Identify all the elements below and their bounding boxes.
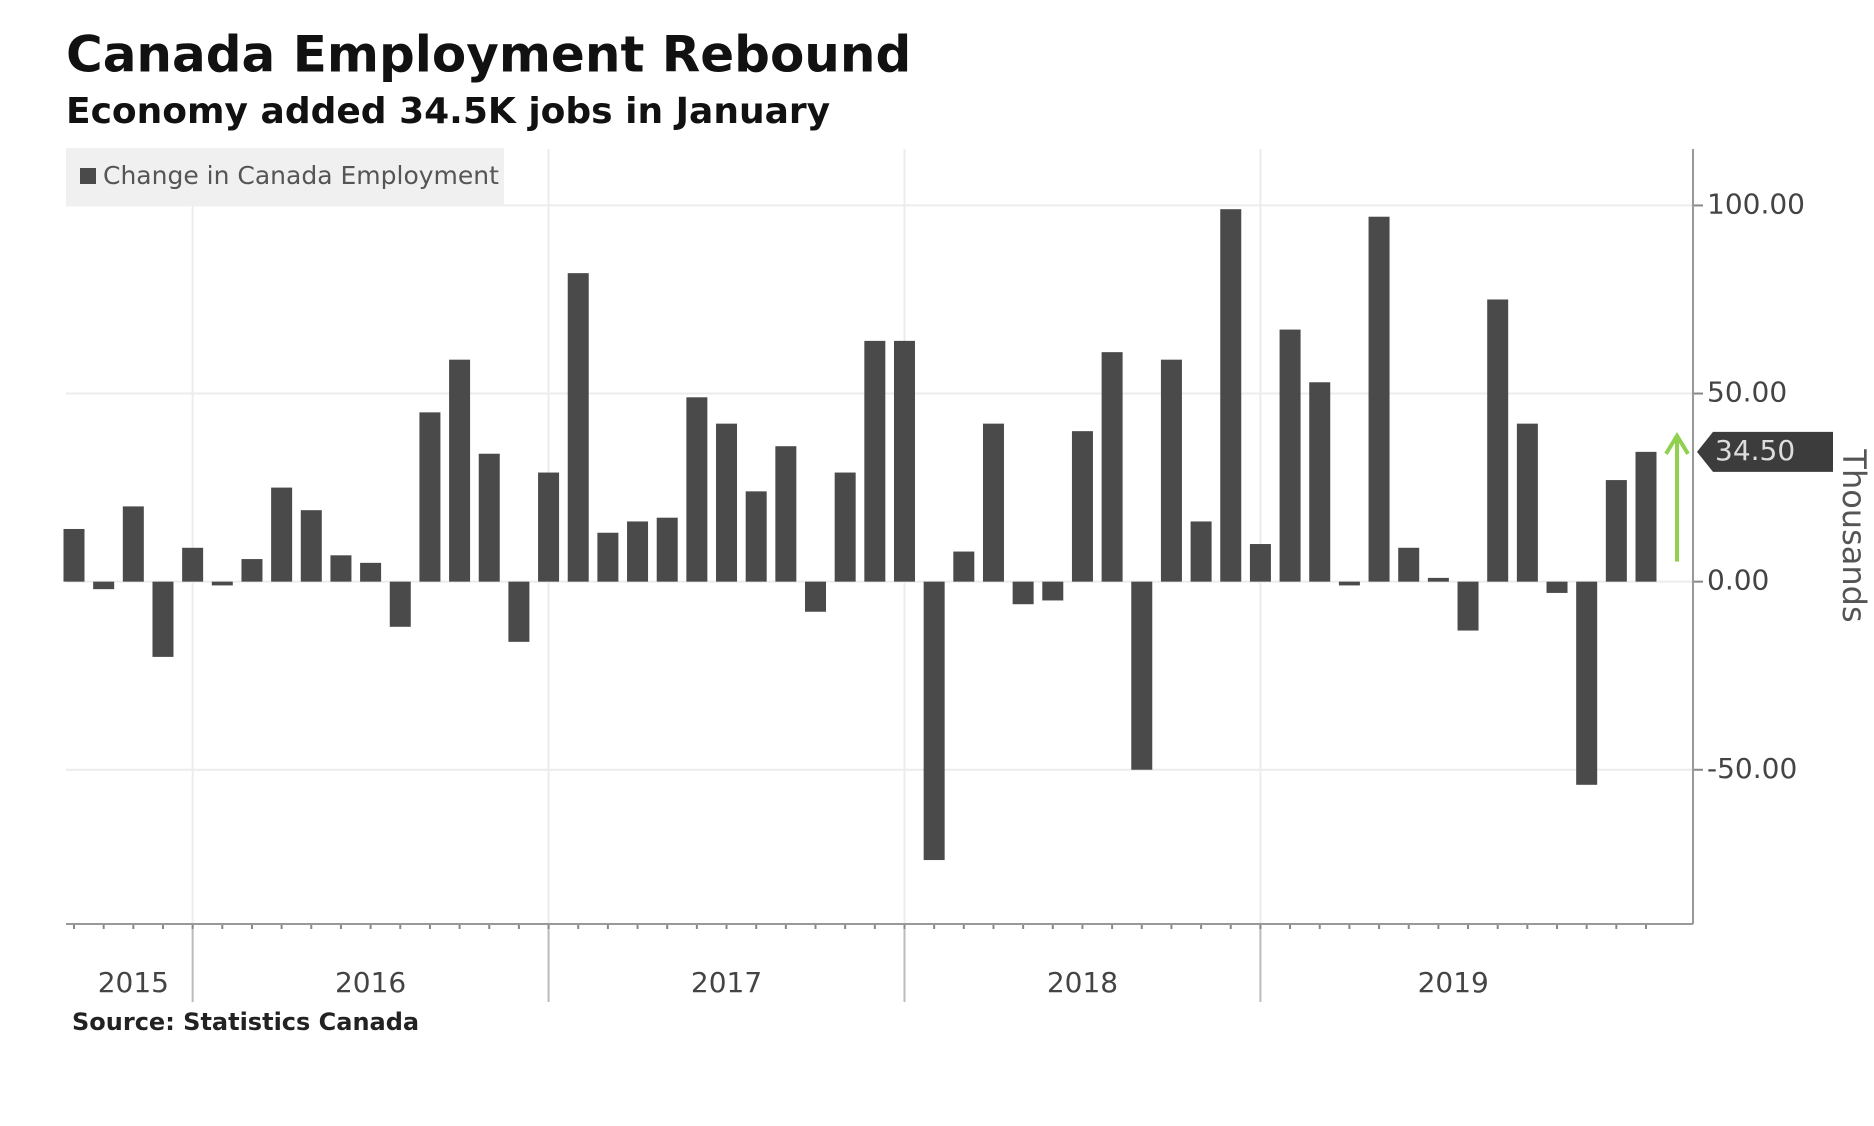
bar [122, 506, 144, 582]
bar [182, 547, 204, 582]
chart-title: Canada Employment Rebound [66, 26, 911, 84]
bar [152, 581, 174, 657]
source: Source: Statistics Canada [72, 1008, 419, 1036]
bar [745, 491, 767, 582]
bar [1546, 581, 1568, 593]
bar [1457, 581, 1479, 631]
legend-box [66, 148, 504, 206]
bar [923, 581, 945, 861]
bar [1398, 547, 1420, 582]
value-label: 34.50 [1715, 434, 1795, 467]
highlight-arrow-head [1664, 432, 1690, 455]
bar [1101, 352, 1123, 582]
bar [982, 423, 1004, 582]
bar [686, 397, 708, 582]
bar [1071, 431, 1093, 582]
bar [271, 487, 293, 582]
bar [716, 423, 738, 582]
legend-label: Change in Canada Employment [103, 161, 499, 190]
value-tag [1697, 431, 1833, 472]
bar [864, 340, 886, 582]
bar [93, 581, 115, 590]
bar [953, 551, 975, 582]
bar [1131, 581, 1153, 770]
x-tick-label: 2015 [98, 966, 169, 999]
bar [1160, 359, 1182, 582]
bar [627, 521, 649, 582]
bar [478, 453, 500, 582]
bar [656, 517, 678, 582]
y-tick-label: 50.00 [1707, 376, 1787, 409]
y-tick-label: -50.00 [1707, 752, 1797, 785]
bar [419, 412, 441, 582]
bar [1220, 209, 1242, 582]
bar [1338, 581, 1360, 586]
x-tick-label: 2016 [335, 966, 406, 999]
legend-swatch [80, 168, 96, 184]
bar [775, 446, 797, 582]
bar [1487, 299, 1509, 582]
bar [1012, 581, 1034, 605]
bar [63, 528, 85, 582]
bar [1605, 480, 1627, 582]
bar [893, 340, 915, 582]
bar [1368, 216, 1390, 582]
bar [1576, 581, 1598, 785]
bar [1042, 581, 1064, 601]
bar [300, 510, 322, 582]
bar [1190, 521, 1212, 582]
y-axis-label: Thousands [1835, 448, 1873, 622]
x-tick-label: 2018 [1047, 966, 1118, 999]
bar [1427, 577, 1449, 582]
bar [567, 273, 589, 582]
y-tick-label: 0.00 [1707, 564, 1769, 597]
x-tick-label: 2019 [1418, 966, 1489, 999]
bar [805, 581, 827, 612]
y-tick-label: 100.00 [1707, 187, 1805, 220]
bar [449, 359, 471, 582]
bar [211, 581, 233, 586]
bar [508, 581, 530, 642]
bar [1309, 382, 1331, 582]
bar [1516, 423, 1538, 582]
bar [389, 581, 411, 627]
bar [538, 472, 560, 582]
bar [330, 555, 352, 582]
bar [1279, 329, 1301, 582]
bar [241, 559, 263, 582]
bar [1249, 544, 1271, 582]
bar [834, 472, 856, 582]
x-tick-label: 2017 [691, 966, 762, 999]
chart-subtitle: Economy added 34.5K jobs in January [66, 91, 830, 132]
bar [1635, 451, 1657, 582]
bar [360, 562, 382, 582]
bar [597, 532, 619, 582]
